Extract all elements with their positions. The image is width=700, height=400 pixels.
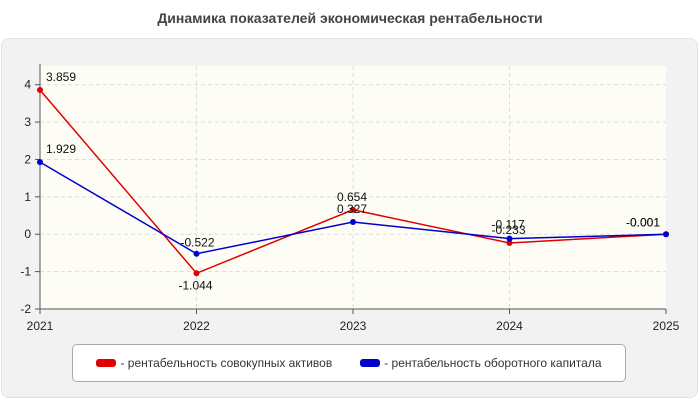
data-point-series-2 [193, 250, 200, 257]
series [37, 86, 669, 277]
chart-title: Динамика показателей экономическая рента… [157, 10, 543, 26]
data-labels: 3.859 -1.044 0.654 -0.233 -0.001 1.929 -0.522 0… [46, 70, 660, 292]
axes: -2 -1 0 1 2 3 4 2021 2022 2023 2024 2025 [20, 64, 680, 333]
data-label-series-1: 3.859 [46, 70, 76, 84]
grid [40, 66, 666, 310]
data-label-series-1: -0.001 [626, 215, 660, 229]
data-point-series-2 [506, 235, 513, 242]
y-tick-label: 0 [24, 227, 31, 241]
data-label-series-2: -0.522 [181, 236, 215, 250]
y-tick-label: -2 [20, 302, 31, 316]
y-tick-label: 1 [24, 190, 31, 204]
x-tick-label: 2025 [653, 319, 680, 333]
y-tick-label: -1 [20, 265, 31, 279]
x-tick-label: 2021 [27, 319, 54, 333]
legend: - рентабельность совокупных активов - ре… [72, 344, 626, 382]
y-tick-label: 2 [24, 152, 31, 166]
data-point-series-1 [506, 239, 513, 246]
data-label-series-1: -0.233 [492, 223, 526, 237]
data-label-series-2: 0.327 [337, 202, 367, 216]
data-point-series-1 [37, 86, 43, 93]
y-tick-label: 3 [24, 115, 31, 129]
legend-swatch-series-2 [360, 359, 381, 367]
x-tick-label: 2022 [183, 319, 210, 333]
data-point-series-2 [37, 159, 43, 166]
data-label-series-1: -1.044 [179, 278, 213, 292]
data-point-series-1 [193, 270, 200, 277]
x-tick-label: 2024 [496, 319, 523, 333]
y-tick-label: 4 [24, 78, 31, 92]
data-label-series-2: 1.929 [46, 142, 76, 156]
data-label-series-2: -0.001 [626, 215, 660, 229]
data-label-series-2: -0.117 [492, 218, 525, 232]
data-point-series-1 [350, 206, 356, 213]
data-point-series-2 [350, 219, 356, 226]
legend-swatch-series-1 [96, 359, 117, 367]
legend-item-series-1[interactable]: - рентабельность совокупных активов [96, 356, 332, 370]
legend-label-series-2: - рентабельность оборотного капитала [384, 356, 602, 370]
x-tick-label: 2023 [340, 319, 367, 333]
legend-item-series-2[interactable]: - рентабельность оборотного капитала [360, 356, 602, 370]
legend-label-series-1: - рентабельность совокупных активов [120, 356, 333, 370]
data-point-series-2 [663, 231, 669, 238]
data-label-series-1: 0.654 [337, 190, 367, 204]
